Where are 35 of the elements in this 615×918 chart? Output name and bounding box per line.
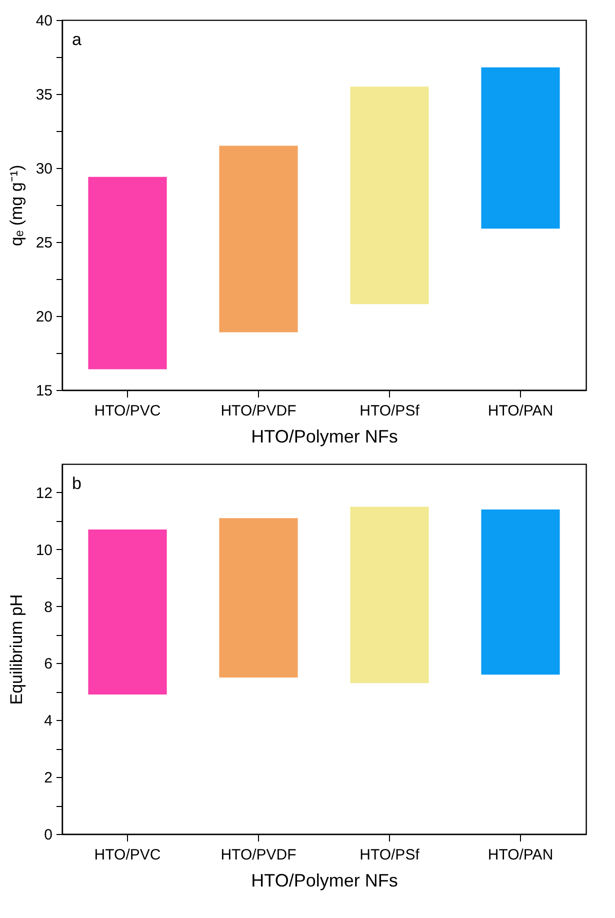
x-tick-label: HTO/PAN bbox=[488, 402, 554, 420]
y-tick-label: 12 bbox=[36, 484, 52, 502]
x-tick-label: HTO/PVDF bbox=[220, 402, 296, 420]
bar bbox=[481, 510, 560, 675]
x-tick-label: HTO/PSf bbox=[360, 402, 420, 420]
y-tick-label: 6 bbox=[44, 656, 52, 673]
y-tick-label: 20 bbox=[36, 308, 52, 326]
y-tick-label: 4 bbox=[44, 712, 52, 730]
bar bbox=[350, 86, 429, 304]
y-axis-title: Equilibrium pH bbox=[6, 594, 26, 705]
bar bbox=[481, 67, 560, 229]
bar bbox=[88, 529, 167, 695]
x-axis-title: HTO/Polymer NFs bbox=[251, 870, 398, 890]
y-tick-label: 35 bbox=[36, 86, 52, 104]
y-tick-label: 15 bbox=[36, 382, 52, 400]
annotation: b bbox=[72, 474, 82, 493]
annotation: a bbox=[72, 30, 82, 49]
y-tick-label: 0 bbox=[44, 826, 52, 844]
bar bbox=[219, 518, 298, 678]
x-axis-title: HTO/Polymer NFs bbox=[251, 426, 398, 446]
x-tick-label: HTO/PSf bbox=[360, 846, 420, 864]
y-tick-label: 8 bbox=[44, 598, 52, 616]
y-tick-label: 10 bbox=[36, 542, 52, 559]
y-tick-label: 25 bbox=[36, 234, 52, 252]
x-tick-label: HTO/PVDF bbox=[220, 846, 296, 864]
y-tick-label: 2 bbox=[44, 770, 52, 787]
y-tick-label: 30 bbox=[36, 160, 52, 178]
y-tick-label: 40 bbox=[36, 12, 52, 30]
x-tick-label: HTO/PVC bbox=[94, 402, 161, 420]
x-tick-label: HTO/PAN bbox=[488, 846, 554, 864]
bar bbox=[350, 506, 429, 684]
bar bbox=[219, 146, 298, 332]
x-tick-label: HTO/PVC bbox=[94, 846, 161, 864]
y-axis-title: qₑ (mg g⁻¹) bbox=[6, 164, 26, 246]
bar bbox=[88, 176, 167, 370]
